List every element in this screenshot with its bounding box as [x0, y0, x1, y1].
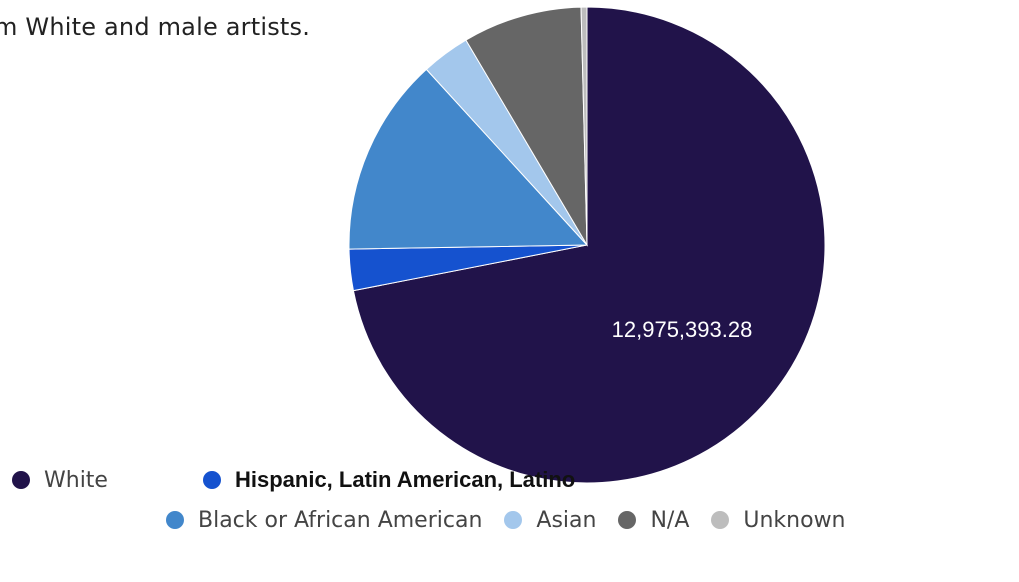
na-dot-icon [618, 511, 637, 529]
legend-item-na[interactable]: N/A [618, 508, 689, 533]
legend-label: Asian [536, 507, 597, 533]
pie-slice-black-or-african-american[interactable] [348, 68, 589, 250]
legend-label: Unknown [743, 507, 846, 533]
legend-item-black-african-american[interactable]: Black or African American [166, 508, 482, 533]
legend-label: N/A [650, 507, 690, 533]
legend-item-white[interactable]: White [12, 468, 108, 493]
legend-item-unknown[interactable]: Unknown [711, 507, 846, 533]
legend-item-hispanic[interactable]: Hispanic, Latin American, Latino [202, 467, 576, 493]
legend-item-asian[interactable]: Asian [504, 508, 596, 533]
legend-row-2: Black or African American Asian N/A Unkn… [166, 505, 846, 535]
legend-label: Black or African American [198, 507, 483, 533]
asian-dot-icon [504, 511, 523, 529]
pie-slice-unknown[interactable] [580, 6, 588, 246]
intro-text: m White and male artists. [0, 13, 311, 41]
legend-label: White [44, 467, 108, 493]
white-slice-value-label: 12,975,393.28 [612, 317, 753, 342]
legend-row-1: White Hispanic, Latin American, Latino [12, 465, 575, 495]
unknown-dot-icon [711, 511, 730, 529]
pie-slice-white[interactable] [352, 6, 826, 484]
white-dot-icon [12, 471, 30, 489]
pie-slice-n-a[interactable] [465, 6, 588, 247]
black-african-american-dot-icon [166, 511, 184, 529]
hispanic-dot-icon [202, 471, 221, 489]
legend-label: Hispanic, Latin American, Latino [234, 467, 576, 492]
